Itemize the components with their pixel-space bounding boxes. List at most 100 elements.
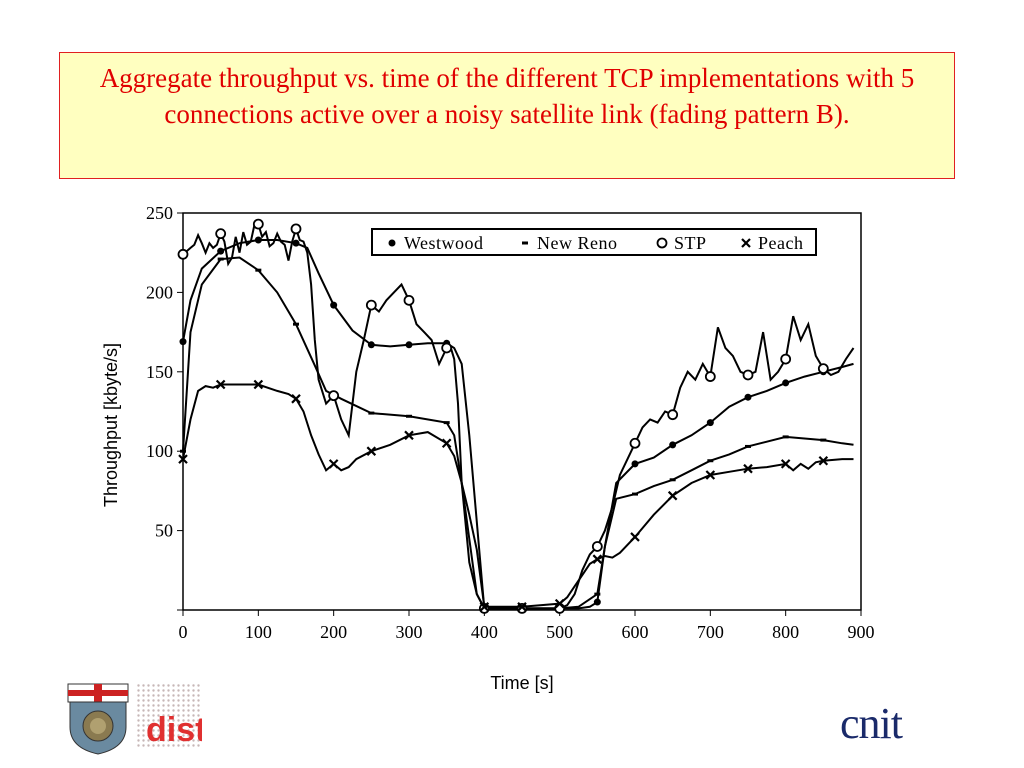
data-point-westwood — [179, 338, 187, 346]
data-point-peach — [592, 554, 603, 564]
data-point-stp — [290, 223, 302, 235]
cross-stroke — [178, 454, 188, 464]
data-point-westwood — [254, 236, 262, 244]
legend-label: Westwood — [404, 233, 484, 253]
y-tick-label: 150 — [146, 362, 173, 382]
cross-stroke — [215, 379, 226, 390]
data-point-peach — [517, 602, 527, 612]
data-point-westwood — [631, 460, 639, 468]
cross-stroke — [554, 598, 565, 609]
x-tick-label: 300 — [396, 622, 423, 642]
x-tick-label: 0 — [179, 622, 188, 642]
legend-label: New Reno — [537, 233, 617, 253]
x-tick-label: 200 — [320, 622, 347, 642]
legend-label: Peach — [758, 233, 803, 253]
cross-stroke — [667, 490, 678, 501]
data-point-stp — [252, 218, 264, 230]
data-point-westwood — [405, 341, 413, 349]
data-point-peach — [328, 459, 339, 469]
cross-stroke — [630, 532, 640, 542]
data-point-peach — [743, 463, 753, 474]
data-point-westwood — [593, 598, 601, 606]
x-tick-label: 600 — [622, 622, 649, 642]
x-tick-label: 900 — [848, 622, 875, 642]
data-point-stp — [667, 409, 679, 421]
data-point-westwood — [217, 247, 225, 255]
data-point-stp — [365, 299, 377, 311]
x-tick-label: 500 — [546, 622, 573, 642]
data-point-stp — [817, 363, 829, 375]
series-line-westwood — [182, 239, 854, 610]
data-point-peach — [291, 394, 301, 404]
data-point-peach — [215, 379, 226, 390]
data-point-stp — [215, 228, 227, 240]
series-line-stp — [182, 223, 855, 610]
legend-box — [371, 228, 817, 256]
data-point-peach — [404, 430, 414, 441]
plot-frame — [182, 212, 862, 611]
legend-marker — [656, 237, 668, 249]
data-point-peach — [818, 455, 829, 466]
y-tick-label: 250 — [146, 203, 173, 223]
university-shield-logo — [67, 683, 129, 755]
cnit-logo: cnit — [840, 699, 903, 748]
x-tick-label: 400 — [471, 622, 498, 642]
cross-stroke — [479, 602, 490, 612]
data-point-stp — [629, 437, 641, 449]
cross-stroke — [705, 470, 716, 480]
x-axis-label: Time [s] — [490, 673, 553, 693]
cross-stroke — [328, 459, 339, 469]
data-point-stp — [403, 294, 415, 306]
data-point-westwood — [706, 419, 714, 427]
data-point-peach — [780, 459, 791, 469]
data-point-westwood — [292, 239, 300, 247]
legend-marker — [388, 239, 396, 247]
x-tick-label: 700 — [697, 622, 724, 642]
legend: Westwood New Reno STP Peach — [371, 228, 817, 256]
legend-marker — [741, 238, 751, 248]
y-axis-label: Throughput [kbyte/s] — [101, 343, 121, 507]
data-point-stp — [780, 353, 792, 365]
data-point-peach — [705, 470, 716, 480]
slide-title: Aggregate throughput vs. time of the dif… — [59, 52, 955, 179]
cross-stroke — [291, 394, 301, 404]
data-point-westwood — [782, 379, 790, 387]
throughput-chart: 0 100 200 300 400 500 600 700 800 900 50 100 150 200 2… — [101, 203, 875, 693]
data-point-westwood — [744, 393, 752, 401]
data-point-stp — [704, 371, 716, 382]
cross-stroke — [517, 602, 527, 612]
data-point-westwood — [330, 301, 338, 309]
y-tick-label: 200 — [146, 282, 173, 302]
data-point-peach — [479, 602, 490, 612]
data-point-westwood — [367, 341, 375, 349]
data-point-peach — [441, 438, 452, 449]
data-point-stp — [742, 369, 754, 381]
data-point-stp — [591, 541, 603, 552]
y-tick-label: 100 — [146, 441, 173, 461]
cross-stroke — [441, 438, 452, 449]
x-tick-label: 800 — [772, 622, 799, 642]
x-tick-label: 100 — [245, 622, 272, 642]
data-point-stp — [516, 603, 528, 614]
y-tick-label: 50 — [155, 521, 173, 541]
data-point-peach — [667, 490, 678, 501]
cross-stroke — [404, 430, 414, 441]
cross-stroke — [780, 459, 791, 469]
data-point-stp — [441, 342, 453, 354]
data-point-stp — [328, 390, 340, 402]
data-point-peach — [178, 454, 188, 464]
data-point-peach — [253, 379, 264, 390]
data-point-peach — [630, 532, 640, 542]
dist-logo-text: dist — [146, 711, 202, 749]
series-line-peach — [182, 383, 854, 608]
dist-logo: dist — [136, 683, 202, 749]
series-line-new-reno — [182, 256, 854, 610]
cross-stroke — [741, 238, 751, 248]
cross-stroke — [366, 446, 377, 456]
cross-stroke — [743, 463, 753, 474]
cross-stroke — [818, 455, 829, 466]
legend-label: STP — [674, 233, 707, 253]
data-point-peach — [554, 598, 565, 609]
cross-stroke — [253, 379, 264, 390]
data-point-peach — [366, 446, 377, 456]
